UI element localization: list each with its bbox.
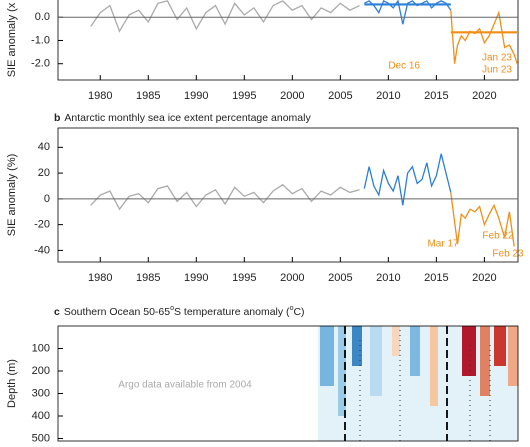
x-tick-label: 1990 (184, 90, 208, 102)
y-tick-label: -1.0 (31, 34, 50, 46)
panel-letter: c (54, 306, 60, 318)
y-tick-label: -40 (34, 244, 50, 256)
plot-frame (57, 0, 519, 81)
annotation: Dec 16 (388, 61, 420, 72)
x-tick-label: 1995 (232, 272, 256, 284)
y-tick-label: 0.0 (35, 11, 50, 23)
annotation: Jan 23 (482, 53, 512, 64)
annotation: Jun 23 (482, 65, 512, 76)
panel-title: c Southern Ocean 50-65oS temperature anom… (54, 305, 305, 318)
y-tick-label: 0 (44, 193, 50, 205)
y-tick-label: 500 (32, 432, 50, 442)
y-tick-label: 400 (32, 410, 50, 422)
x-tick-label: 2015 (424, 272, 448, 284)
plot-frame (57, 325, 519, 442)
y-axis-label: Depth (m) (6, 359, 18, 408)
y-axis-label: SIE anomaly (%) (6, 154, 18, 237)
x-tick-label: 2020 (472, 272, 496, 284)
title-text: C) (293, 306, 304, 318)
series-line (364, 0, 452, 25)
x-tick-label: 2010 (376, 272, 400, 284)
y-tick-label: -2.0 (31, 58, 50, 70)
series-line (363, 153, 452, 206)
series-line (90, 183, 360, 211)
x-tick-label: 2005 (328, 90, 352, 102)
series-line (450, 192, 515, 247)
x-tick-label: 2000 (280, 272, 304, 284)
title-text: o (290, 305, 294, 312)
y-tick-label: 100 (32, 342, 50, 354)
series-line (450, 10, 518, 67)
y-tick-label: -20 (34, 219, 50, 231)
annotation: Feb 22 (482, 231, 514, 242)
x-tick-label: 2020 (472, 90, 496, 102)
heatmap (318, 326, 518, 441)
panel-title: b Antarctic monthly sea ice extent percen… (54, 112, 311, 124)
plot-area (90, 0, 518, 67)
x-tick-label: 2005 (328, 272, 352, 284)
x-tick-label: 2015 (424, 90, 448, 102)
y-tick-label: 40 (38, 141, 50, 153)
x-tick-label: 1985 (136, 90, 160, 102)
y-tick-label: 300 (32, 387, 50, 399)
series-line (90, 0, 360, 33)
x-tick-label: 1980 (88, 272, 112, 284)
x-tick-label: 1985 (136, 272, 160, 284)
y-axis-label: SIE anomaly (x (6, 2, 18, 77)
panel-letter: b (54, 112, 60, 124)
x-tick-label: 1980 (88, 90, 112, 102)
title-text: Southern Ocean 50-65 (64, 306, 170, 318)
annotation: Feb 23 (492, 249, 524, 260)
plot-area (90, 153, 515, 247)
x-tick-label: 2010 (376, 90, 400, 102)
y-tick-label: 200 (32, 365, 50, 377)
title-text: Antarctic monthly sea ice extent percent… (64, 112, 311, 124)
title-text: S temperature anomaly ( (174, 306, 290, 318)
plot-frame (57, 127, 519, 263)
x-tick-label: 2000 (280, 90, 304, 102)
title-text: o (170, 305, 174, 312)
x-tick-label: 1995 (232, 90, 256, 102)
x-tick-label: 1990 (184, 272, 208, 284)
y-tick-label: 20 (38, 167, 50, 179)
annotation: Argo data available from 2004 (118, 380, 252, 391)
annotation: Mar 17 (427, 239, 459, 250)
